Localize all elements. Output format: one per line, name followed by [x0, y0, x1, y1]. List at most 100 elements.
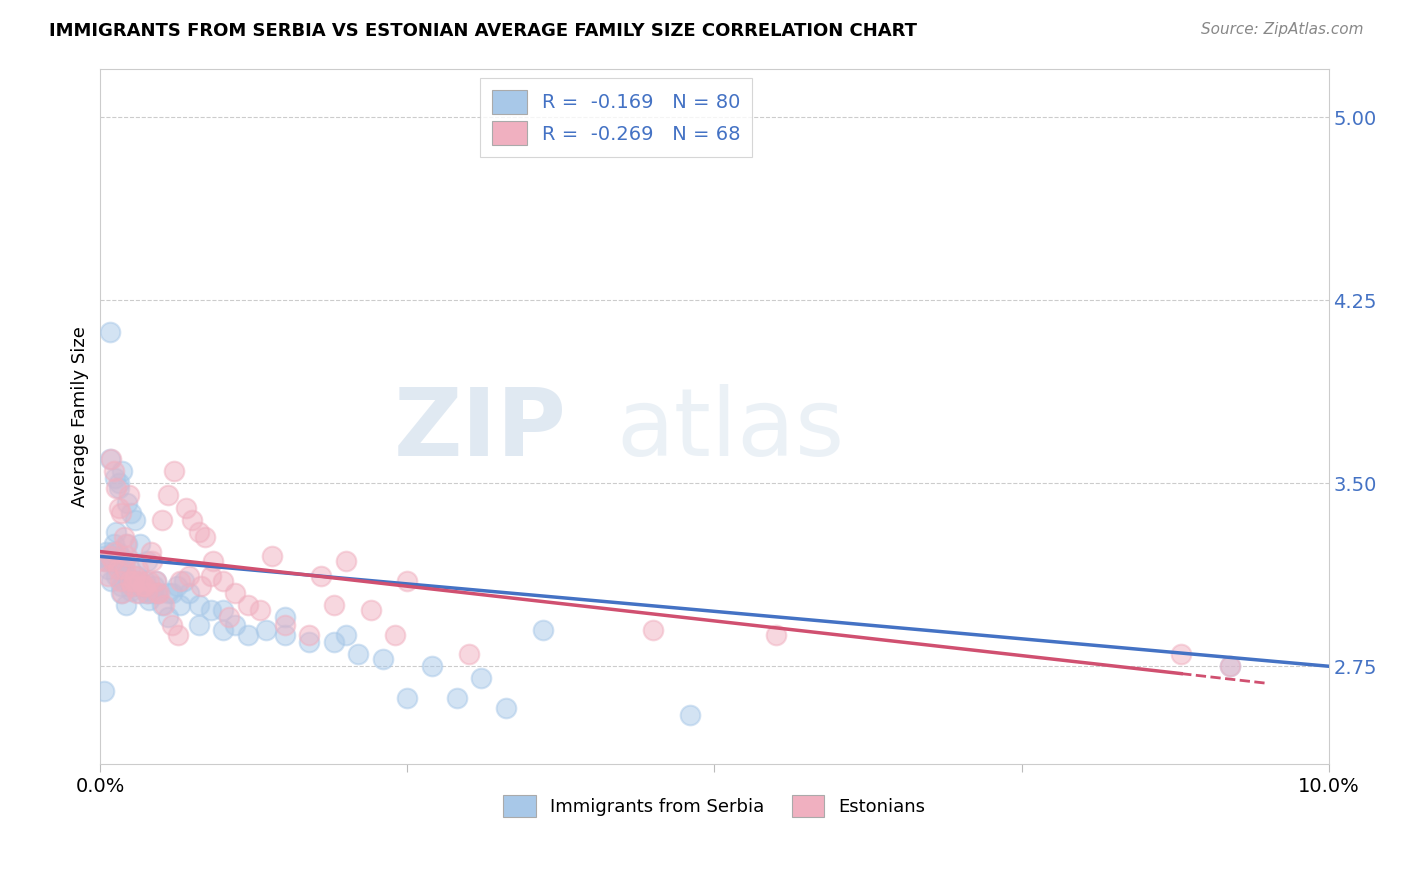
- Point: [134, 574, 156, 588]
- Point: [262, 549, 284, 564]
- Point: [273, 617, 295, 632]
- Point: [110, 586, 132, 600]
- Point: [118, 562, 141, 576]
- Point: [273, 610, 295, 624]
- Point: [176, 500, 198, 515]
- Point: [117, 496, 139, 510]
- Point: [96, 544, 118, 558]
- Point: [101, 554, 124, 568]
- Point: [105, 481, 128, 495]
- Point: [335, 554, 357, 568]
- Point: [141, 586, 163, 600]
- Point: [156, 610, 179, 624]
- Point: [166, 627, 188, 641]
- Point: [122, 574, 145, 588]
- Point: [97, 562, 120, 576]
- Point: [181, 513, 204, 527]
- Point: [347, 647, 370, 661]
- Point: [120, 506, 142, 520]
- Point: [173, 574, 195, 588]
- Point: [396, 574, 419, 588]
- Text: atlas: atlas: [616, 384, 845, 476]
- Point: [111, 586, 134, 600]
- Point: [470, 672, 492, 686]
- Text: ZIP: ZIP: [394, 384, 567, 476]
- Point: [128, 586, 150, 600]
- Point: [98, 325, 121, 339]
- Point: [103, 464, 125, 478]
- Point: [107, 500, 129, 515]
- Point: [298, 627, 321, 641]
- Point: [131, 579, 153, 593]
- Point: [148, 586, 170, 600]
- Point: [121, 579, 143, 593]
- Point: [169, 574, 191, 588]
- Point: [145, 574, 167, 588]
- Point: [127, 586, 149, 600]
- Point: [127, 569, 149, 583]
- Point: [163, 464, 186, 478]
- Point: [136, 586, 159, 600]
- Point: [160, 586, 183, 600]
- Text: Source: ZipAtlas.com: Source: ZipAtlas.com: [1201, 22, 1364, 37]
- Point: [236, 627, 259, 641]
- Point: [114, 554, 136, 568]
- Point: [132, 579, 155, 593]
- Point: [117, 549, 139, 564]
- Point: [124, 569, 146, 583]
- Point: [97, 569, 120, 583]
- Point: [495, 700, 517, 714]
- Point: [360, 603, 382, 617]
- Point: [104, 471, 127, 485]
- Point: [127, 562, 149, 576]
- Point: [139, 544, 162, 558]
- Point: [117, 537, 139, 551]
- Point: [273, 627, 295, 641]
- Point: [218, 610, 240, 624]
- Point: [254, 623, 277, 637]
- Point: [117, 488, 139, 502]
- Point: [212, 603, 235, 617]
- Point: [105, 524, 128, 539]
- Point: [115, 537, 138, 551]
- Point: [531, 623, 554, 637]
- Point: [169, 599, 191, 613]
- Point: [150, 513, 173, 527]
- Point: [108, 549, 131, 564]
- Point: [120, 583, 142, 598]
- Point: [138, 574, 160, 588]
- Point: [98, 451, 121, 466]
- Point: [311, 569, 333, 583]
- Point: [136, 586, 159, 600]
- Point: [200, 569, 222, 583]
- Point: [98, 549, 121, 564]
- Point: [371, 652, 394, 666]
- Point: [107, 481, 129, 495]
- Point: [104, 554, 127, 568]
- Point: [765, 627, 787, 641]
- Point: [138, 593, 160, 607]
- Point: [1219, 659, 1241, 673]
- Point: [117, 574, 139, 588]
- Point: [446, 690, 468, 705]
- Point: [420, 659, 443, 673]
- Legend: Immigrants from Serbia, Estonians: Immigrants from Serbia, Estonians: [496, 788, 932, 824]
- Point: [103, 537, 125, 551]
- Point: [190, 579, 212, 593]
- Point: [143, 579, 166, 593]
- Point: [124, 579, 146, 593]
- Point: [146, 586, 169, 600]
- Point: [187, 599, 209, 613]
- Point: [107, 544, 129, 558]
- Point: [1170, 647, 1192, 661]
- Point: [150, 599, 173, 613]
- Point: [105, 569, 128, 583]
- Point: [121, 579, 143, 593]
- Point: [108, 574, 131, 588]
- Point: [100, 451, 122, 466]
- Point: [112, 574, 135, 588]
- Point: [177, 586, 200, 600]
- Point: [101, 544, 124, 558]
- Point: [128, 537, 150, 551]
- Point: [156, 586, 179, 600]
